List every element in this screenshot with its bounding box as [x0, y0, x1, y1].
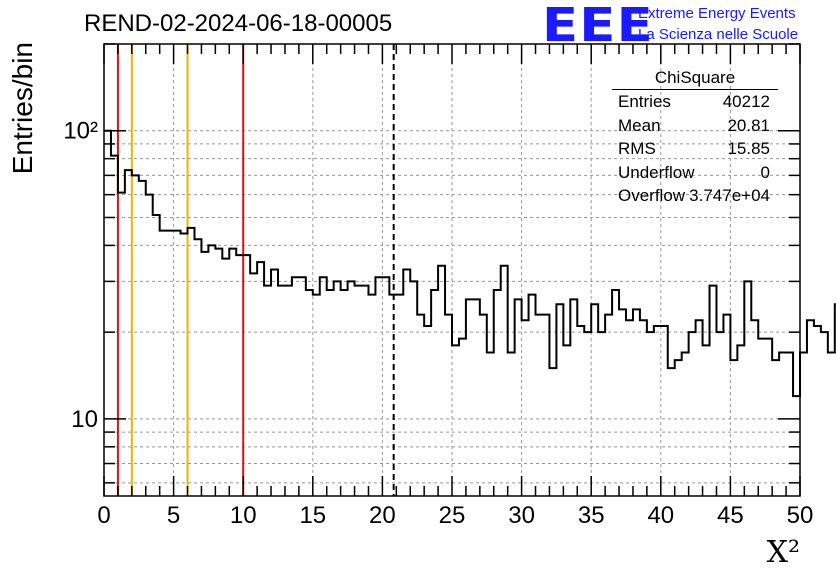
stats-value: 0 [760, 162, 770, 182]
stats-value: 40212 [722, 92, 770, 111]
x-tick-label: 5 [167, 502, 180, 529]
stats-key: Underflow [618, 162, 695, 182]
stats-row-underflow: Underflow 0 [612, 163, 778, 187]
stats-row-overflow: Overflow 3.747e+04 [612, 186, 778, 210]
stats-box: ChiSquare Entries 40212 Mean 20.81 RMS 1… [612, 68, 778, 210]
y-axis-ticks: 10 10² [63, 43, 800, 484]
y-tick-label: 10 [71, 406, 98, 433]
stats-key: Mean [618, 115, 661, 135]
x-tick-label: 50 [787, 502, 814, 529]
marker-lines [116, 44, 395, 496]
y-axis-label: Entries/bin [7, 42, 38, 174]
x-tick-label: 10 [230, 502, 257, 529]
stats-value: 15.85 [727, 139, 770, 158]
logo-line-2: La Scienza nelle Scuole [638, 26, 799, 43]
x-tick-label: 15 [299, 502, 326, 529]
stats-value: 3.747e+04 [689, 186, 770, 205]
histogram-outline [104, 129, 836, 398]
stats-row-mean: Mean 20.81 [612, 116, 778, 140]
page-title: REND-02-2024-06-18-00005 [84, 10, 393, 37]
x-tick-label: 35 [578, 502, 605, 529]
x-tick-label: 40 [647, 502, 674, 529]
x-axis-label: X² [767, 535, 800, 570]
eee-logo: EEE Extreme Energy Events La Scienza nel… [542, 0, 832, 52]
stats-title: ChiSquare [612, 68, 778, 90]
stats-value: 20.81 [727, 115, 770, 135]
x-tick-label: 45 [717, 502, 744, 529]
stats-key: Entries [618, 92, 671, 111]
x-axis-ticks: 0 5 10 15 20 25 30 35 40 45 50 [97, 44, 813, 529]
x-tick-label: 30 [508, 502, 535, 529]
stats-key: Overflow [618, 186, 686, 205]
stats-key: RMS [618, 139, 656, 158]
y-tick-label: 10² [63, 118, 98, 145]
stats-row-entries: Entries 40212 [612, 92, 778, 116]
x-tick-label: 25 [439, 502, 466, 529]
x-tick-label: 20 [369, 502, 396, 529]
x-tick-label: 0 [97, 502, 110, 529]
stats-row-rms: RMS 15.85 [612, 139, 778, 163]
logo-mark: EEE [542, 0, 654, 52]
logo-line-1: Extreme Energy Events [638, 5, 796, 22]
histogram-series [104, 129, 836, 398]
